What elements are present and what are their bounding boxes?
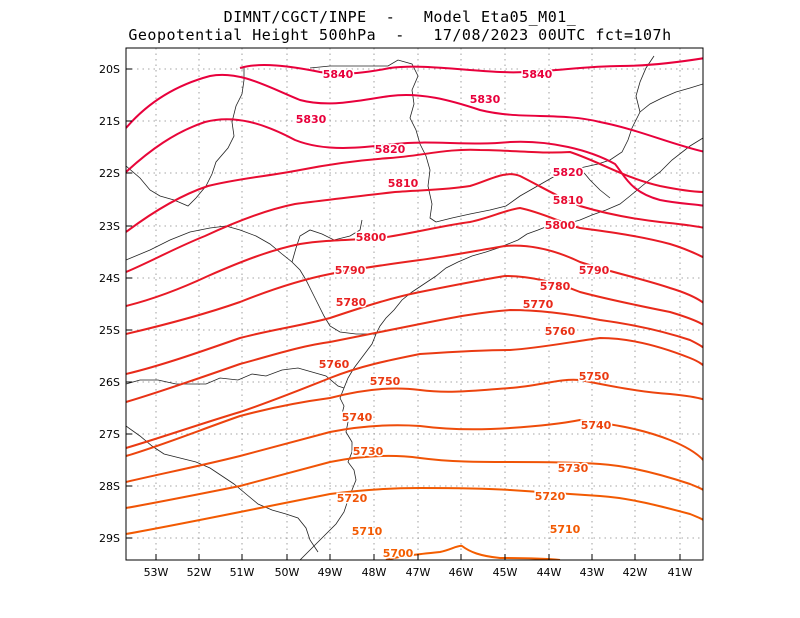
lon-label: 41W — [668, 566, 693, 579]
contour-5740 — [126, 378, 703, 457]
border-line — [126, 425, 319, 553]
lat-label: 20S — [99, 63, 120, 76]
contour-label: 5730 — [353, 445, 384, 458]
lon-label: 45W — [493, 566, 518, 579]
contour-label: 5840 — [522, 68, 553, 81]
contour-5700 — [385, 544, 561, 560]
map-title-line2: Geopotential Height 500hPa - 17/08/2023 … — [128, 26, 672, 44]
lon-label: 47W — [406, 566, 431, 579]
axis-labels: 20S 21S 22S 23S 24S 25S 26S 27S 28S 29S 53W 52W 51W 5… — [99, 63, 693, 579]
contour-label: 5740 — [342, 411, 373, 424]
contour-label: 5810 — [553, 194, 584, 207]
contour-5720 — [126, 454, 703, 509]
contour-5730 — [126, 418, 703, 483]
contour-label: 5710 — [550, 523, 581, 536]
contour-label: 5760 — [319, 358, 350, 371]
contour-5830 — [126, 73, 703, 153]
contour-label: 5820 — [375, 143, 406, 156]
contour-5820 — [126, 118, 703, 207]
contour-label: 5740 — [581, 419, 612, 432]
lat-label: 23S — [99, 220, 120, 233]
coastline-borders — [126, 55, 703, 560]
lon-label: 46W — [449, 566, 474, 579]
lat-label: 21S — [99, 115, 120, 128]
contour-label: 5830 — [470, 93, 501, 106]
contour-labels: 5840 5840 5830 5830 5820 5820 5810 5810 5800 5800… — [294, 67, 613, 562]
border-line — [126, 225, 376, 335]
lon-label: 42W — [623, 566, 648, 579]
contour-5790 — [126, 206, 703, 307]
contour-5810 — [126, 148, 703, 233]
lon-label: 52W — [187, 566, 212, 579]
contour-label: 5830 — [296, 113, 327, 126]
contour-label: 5730 — [558, 462, 589, 475]
lon-label: 50W — [275, 566, 300, 579]
contour-label: 5810 — [388, 177, 419, 190]
height-contours — [126, 57, 703, 560]
lat-label: 29S — [99, 532, 120, 545]
lat-label: 28S — [99, 480, 120, 493]
contour-5780 — [126, 244, 703, 335]
contour-label: 5700 — [383, 547, 414, 560]
contour-5770 — [126, 274, 703, 375]
contour-5760 — [126, 308, 703, 403]
lat-label: 26S — [99, 376, 120, 389]
border-line — [579, 167, 611, 199]
lat-label: 25S — [99, 324, 120, 337]
contour-label: 5800 — [545, 219, 576, 232]
contour-label: 5720 — [535, 490, 566, 503]
contour-5800 — [126, 173, 703, 273]
coastline — [299, 137, 703, 560]
contour-label: 5780 — [336, 296, 367, 309]
lat-label: 27S — [99, 428, 120, 441]
border-line — [126, 367, 345, 389]
lon-label: 43W — [580, 566, 605, 579]
contour-label: 5790 — [335, 264, 366, 277]
map-frame — [125, 47, 704, 561]
contour-5750 — [126, 336, 703, 449]
contour-label: 5800 — [356, 231, 387, 244]
contour-label: 5720 — [337, 492, 368, 505]
lat-label: 24S — [99, 272, 120, 285]
border-line — [435, 55, 655, 223]
lon-label: 44W — [537, 566, 562, 579]
contour-5710 — [126, 486, 703, 535]
lon-label: 48W — [362, 566, 387, 579]
lon-label: 49W — [318, 566, 343, 579]
map-title-line1: DIMNT/CGCT/INPE - Model Eta05_M01_ — [223, 8, 577, 26]
contour-label: 5770 — [523, 298, 554, 311]
contour-label: 5780 — [540, 280, 571, 293]
contour-label: 5750 — [370, 375, 401, 388]
contour-label: 5820 — [553, 166, 584, 179]
contour-label: 5760 — [545, 325, 576, 338]
border-line — [309, 59, 437, 223]
border-line — [639, 83, 703, 113]
lon-label: 51W — [230, 566, 255, 579]
contour-label: 5750 — [579, 370, 610, 383]
lon-label: 53W — [144, 566, 169, 579]
border-line — [126, 66, 245, 207]
contour-label: 5840 — [323, 68, 354, 81]
contour-label: 5790 — [579, 264, 610, 277]
contour-label: 5710 — [352, 525, 383, 538]
contour-5840 — [239, 57, 703, 75]
lat-label: 22S — [99, 167, 120, 180]
